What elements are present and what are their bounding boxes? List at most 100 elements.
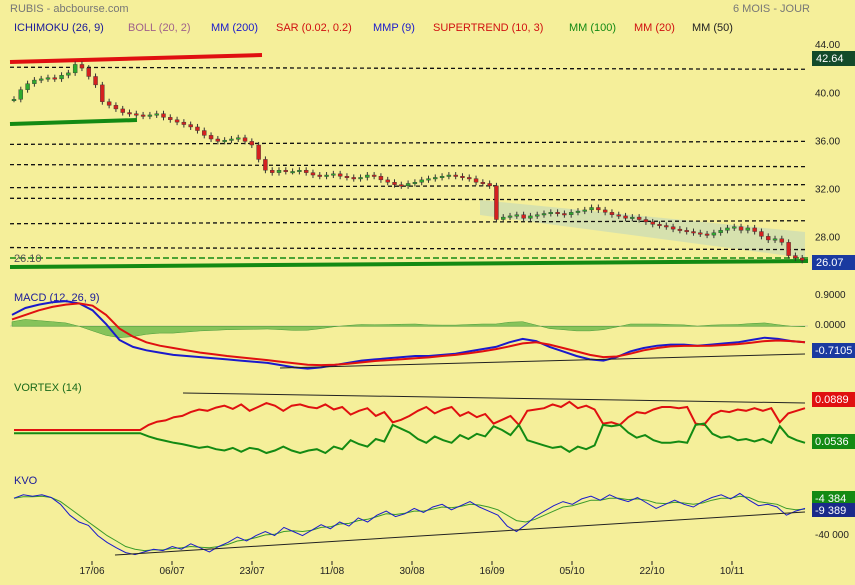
current-price-label: 26.07 [816, 257, 844, 269]
candle [249, 141, 255, 146]
vortex-minus-tag [812, 434, 855, 449]
vortex-panel: VORTEX (14) 0.0889 0.0536 [14, 382, 855, 455]
candle [154, 113, 159, 116]
candle [405, 183, 411, 187]
price-ytick-4: 28.00 [815, 233, 840, 244]
candle [385, 179, 390, 183]
candle [738, 226, 744, 231]
candle [365, 174, 370, 178]
candle [507, 215, 513, 218]
candle [562, 213, 567, 216]
candle [344, 176, 350, 178]
candle [541, 213, 547, 216]
macd-value-label: -0.7105 [815, 345, 852, 357]
candle [113, 105, 119, 110]
candle [568, 212, 574, 215]
vortex-minus-line [14, 422, 806, 455]
vortex-title: VORTEX (14) [14, 382, 82, 394]
candle [793, 255, 798, 259]
ichimoku-cloud [480, 200, 805, 258]
candle [636, 216, 642, 220]
candle [704, 233, 710, 236]
legend-mm200: MM (200) [211, 22, 258, 34]
price-ytick-3: 32.00 [815, 184, 840, 195]
kvo-signal-line [13, 495, 806, 552]
candle [460, 176, 465, 178]
candle [521, 214, 526, 219]
candle [324, 174, 329, 177]
candle [555, 212, 560, 215]
candle [643, 219, 649, 223]
candle [66, 72, 71, 76]
candle [392, 182, 397, 185]
candle [140, 114, 146, 117]
candle [664, 225, 669, 228]
candle [161, 113, 166, 118]
candle [453, 174, 458, 177]
candle [331, 173, 336, 176]
kvo-signal-value: -4 384 [815, 493, 846, 505]
price-ytick-1: 40.00 [815, 88, 840, 99]
candle [514, 214, 520, 217]
candle [684, 230, 689, 233]
candle [759, 231, 764, 237]
candle [752, 227, 757, 232]
candle [59, 75, 64, 80]
candle [283, 170, 288, 172]
candle [134, 113, 139, 116]
candle [168, 117, 173, 120]
candle [412, 182, 418, 184]
period-label: 6 MOIS - JOUR [733, 3, 810, 15]
candle [494, 185, 499, 220]
candle [535, 214, 540, 217]
macd-panel: MACD (12, 26, 9) 0.9000 0.0000 -0.7105 [10, 290, 855, 370]
candle [473, 178, 479, 183]
candle [181, 121, 187, 125]
candle [800, 257, 805, 261]
last-price-tag [812, 51, 855, 66]
kvo-trendline [114, 511, 806, 556]
candle [317, 174, 322, 177]
site-title: RUBIS - abcbourse.com [10, 3, 129, 15]
candle [630, 216, 635, 219]
candle [215, 138, 221, 142]
candle [147, 114, 153, 117]
candle [467, 177, 472, 180]
vortex-plus-line [14, 400, 806, 431]
candle [242, 137, 248, 142]
candle [575, 210, 581, 213]
x-tick-label-3: 11/08 [320, 566, 345, 577]
candle [290, 171, 295, 174]
macd-trendline [279, 353, 806, 369]
candle [11, 99, 17, 102]
candle [358, 177, 363, 180]
candle [786, 242, 791, 256]
x-tick-label-5: 16/09 [479, 566, 504, 577]
candle [766, 236, 771, 241]
candle [188, 124, 193, 128]
candle [337, 173, 343, 177]
vortex-minus-value: 0.0536 [815, 436, 849, 448]
vortex-plus-value: 0.0889 [815, 394, 849, 406]
legend-mm50: MM (50) [692, 22, 733, 34]
macd-ytick-top: 0.9000 [815, 290, 846, 301]
legend-mmp9: MMP (9) [373, 22, 415, 34]
current-price-tag [812, 255, 855, 270]
x-tick-label-0: 17/06 [79, 566, 104, 577]
resistance-level-line [9, 163, 806, 168]
candle [446, 174, 452, 177]
macd-signal-line [11, 302, 806, 367]
candle [32, 79, 37, 84]
candle [45, 77, 51, 80]
candle [399, 184, 404, 187]
candle [236, 137, 241, 140]
candle [222, 139, 227, 142]
candle [725, 227, 730, 231]
kvo-value: -9 389 [815, 505, 846, 517]
candle [616, 214, 621, 217]
candle [229, 138, 234, 141]
x-tick-label-6: 05/10 [559, 566, 584, 577]
vortex-trendline [182, 392, 806, 404]
